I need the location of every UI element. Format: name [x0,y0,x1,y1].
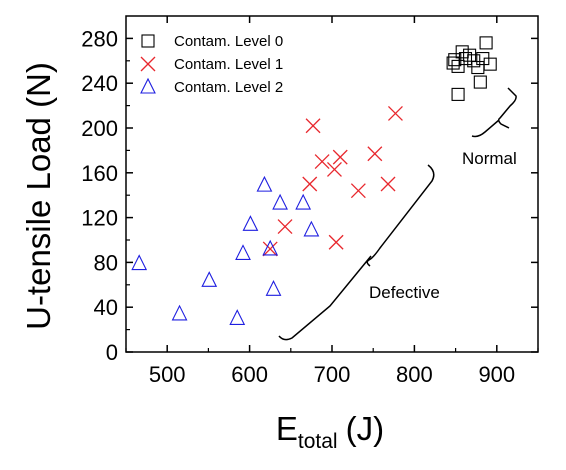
x-tick-label: 600 [231,362,268,387]
data-point-level-1 [367,146,383,162]
x-tick-label: 900 [478,362,515,387]
data-point-level-0 [473,75,487,89]
axis-tick-labels: 500 600 700 800 900 0 40 80 120 160 200 240 280 [81,26,515,387]
data-point-level-0 [471,60,485,75]
data-point-level-2 [131,254,148,271]
data-point-level-2 [242,215,259,231]
data-point-level-0 [479,36,493,50]
data-point-level-1 [387,105,403,121]
x-axis-title: Etotal (J) [276,410,384,453]
annotation-normal: Normal [462,149,517,168]
data-point-level-1 [332,149,348,165]
data-point-level-2 [265,280,282,296]
data-point-level-1 [380,176,396,192]
data-point-level-1 [328,234,344,250]
y-tick-label: 40 [94,295,118,320]
data-point-level-0 [467,54,481,68]
defective-brace [278,164,435,341]
legend-marker-1 [140,56,156,72]
data-point-level-0 [455,45,469,59]
data-point-level-2 [272,193,288,210]
data-points [131,36,497,325]
data-point-level-2 [229,309,246,325]
data-point-level-0 [448,53,462,67]
legend-label-0: Contam. Level 0 [174,33,283,50]
x-tick-label: 800 [396,362,433,387]
data-point-level-0 [458,52,473,66]
data-point-level-2 [171,304,188,321]
data-point-level-1 [350,183,366,199]
y-tick-label: 80 [94,250,118,275]
data-point-level-1 [305,118,321,134]
data-point-level-2 [262,239,279,256]
x-tick-label: 500 [149,362,186,387]
data-point-level-1 [277,219,293,235]
annotation-defective: Defective [369,283,440,302]
y-tick-label: 200 [81,116,118,141]
y-tick-label: 240 [81,71,118,96]
data-point-level-2 [235,244,251,260]
data-point-level-1 [262,241,278,257]
data-point-level-2 [295,193,312,210]
data-point-level-1 [327,161,342,177]
data-point-level-0 [451,59,465,73]
legend: Contam. Level 0 Contam. Level 1 Contam. Le… [140,33,283,96]
data-point-level-2 [256,175,273,192]
axis-ticks [125,16,539,353]
y-tick-label: 280 [81,26,118,51]
data-point-level-2 [201,271,218,287]
normal-brace [471,87,517,138]
data-point-level-2 [303,220,320,237]
x-axis-unit: (J) [346,410,384,447]
legend-marker-0 [141,34,155,48]
x-axis-subscript: total [298,430,338,453]
y-axis-title: U-tensile Load (N) [20,62,57,330]
data-point-level-1 [302,176,318,192]
y-tick-label: 160 [81,161,118,186]
legend-label-1: Contam. Level 1 [174,56,283,73]
data-point-level-1 [314,154,330,170]
x-axis-label: E [276,410,298,447]
x-tick-label: 700 [314,362,351,387]
y-tick-label: 0 [106,340,118,365]
data-point-level-0 [451,87,465,101]
legend-marker-2 [140,77,156,94]
data-point-level-0 [483,57,497,71]
y-tick-label: 120 [81,206,118,231]
annotations: Normal Defective [278,87,517,341]
legend-label-2: Contam. Level 2 [174,79,283,96]
